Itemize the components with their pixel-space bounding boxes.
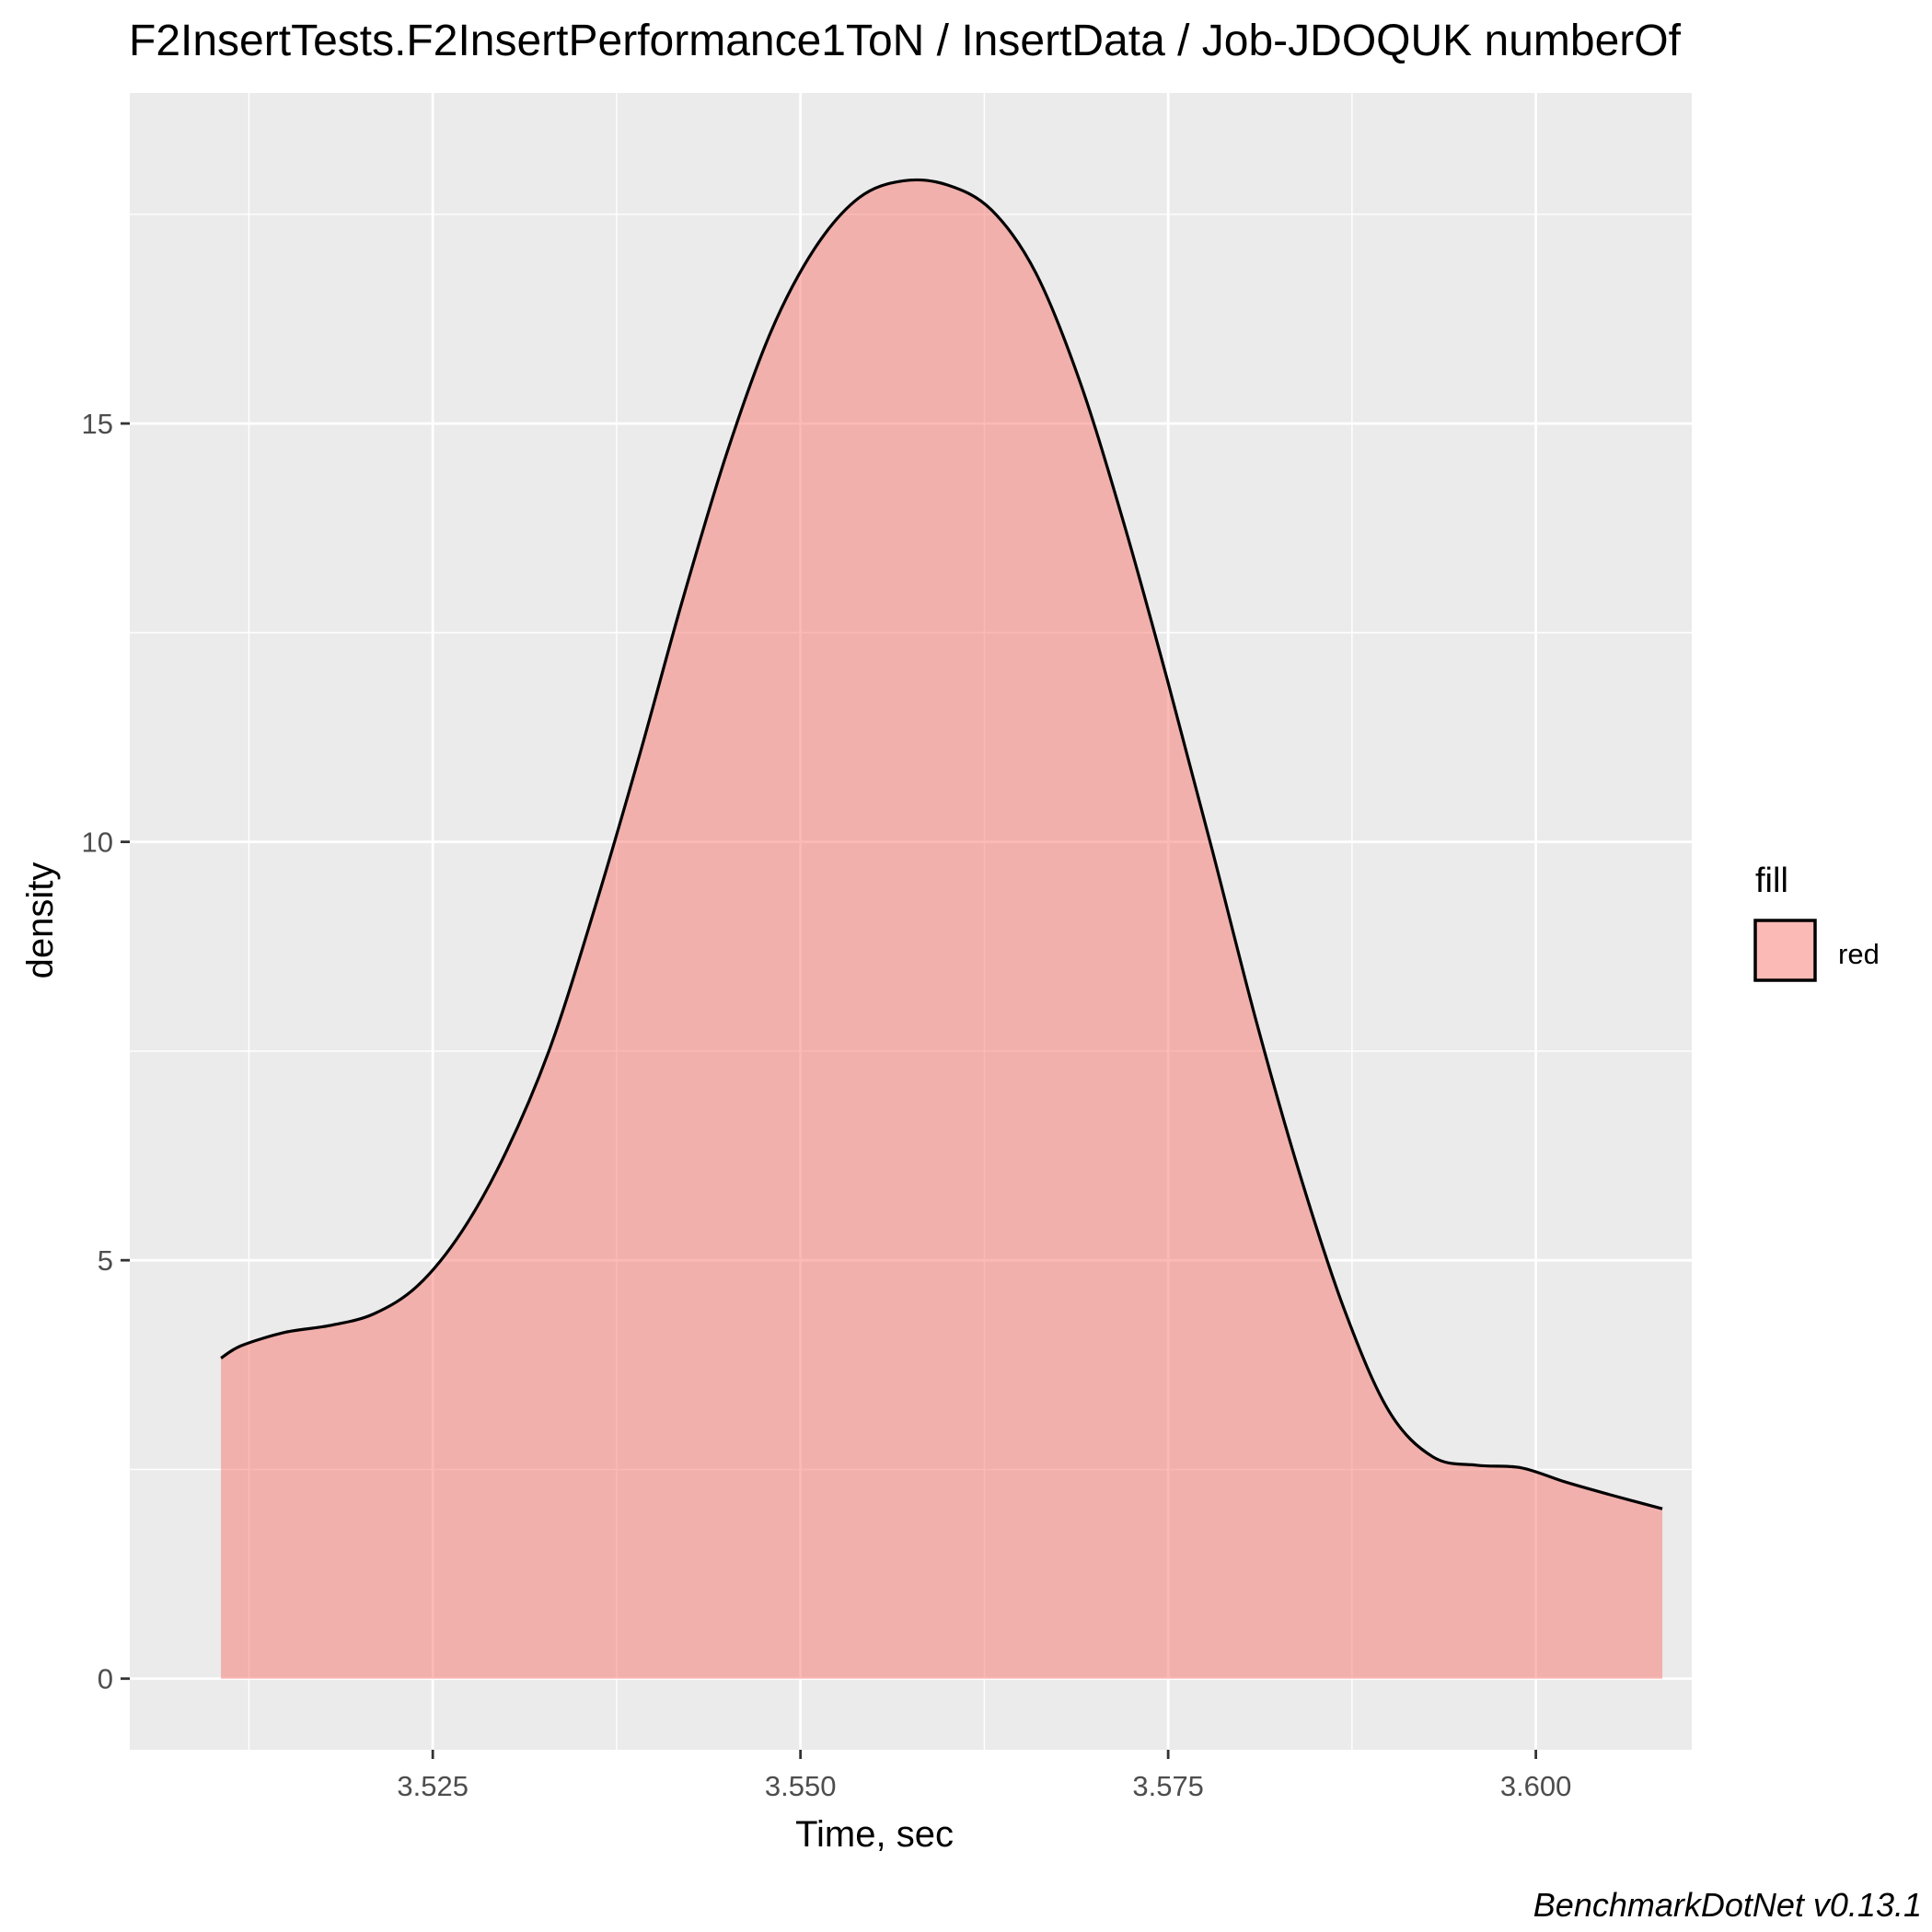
y-tick-label-1: 5 <box>98 1244 113 1277</box>
x-axis-title: Time, sec <box>795 1814 954 1855</box>
series-layer <box>220 178 1663 1679</box>
x-tick-label-1: 3.550 <box>765 1770 837 1802</box>
legend-key-red <box>1753 919 1817 982</box>
chart-title: F2InsertTests.F2InsertPerformance1ToN / … <box>129 17 1682 65</box>
x-axis: 3.525 3.550 3.575 3.600 <box>397 1750 1571 1802</box>
y-tick-label-3: 15 <box>82 408 113 440</box>
chart-caption: BenchmarkDotNet v0.13.1 <box>1533 1886 1922 1924</box>
y-tick-label-2: 10 <box>82 827 113 859</box>
y-axis: 0 5 10 15 <box>82 408 130 1695</box>
legend-label-red: red <box>1838 938 1880 970</box>
x-tick-label-2: 3.575 <box>1132 1770 1204 1802</box>
x-tick-label-3: 3.600 <box>1500 1770 1572 1802</box>
density-curve-red <box>220 178 1663 1510</box>
legend-title: fill <box>1755 862 1788 900</box>
density-area-red <box>221 179 1663 1679</box>
y-tick-label-0: 0 <box>98 1663 113 1695</box>
legend: fill red <box>1753 862 1880 982</box>
x-tick-label-0: 3.525 <box>397 1770 469 1802</box>
y-axis-title: density <box>20 862 61 979</box>
